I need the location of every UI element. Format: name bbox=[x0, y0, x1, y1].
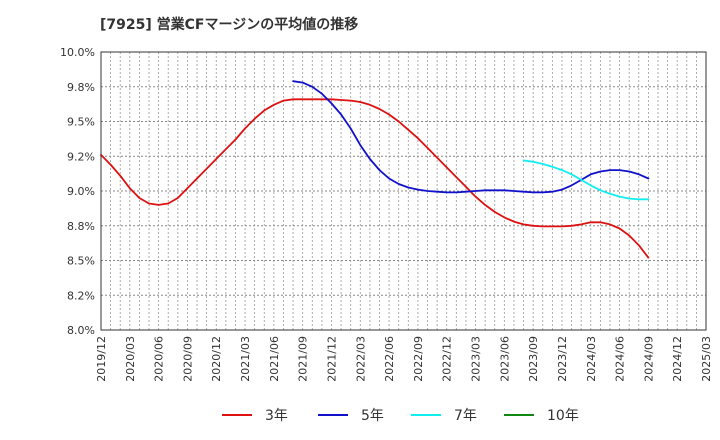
x-tick-label: 2023/09 bbox=[527, 336, 540, 382]
x-tick-label: 2021/03 bbox=[239, 336, 252, 382]
series-line-0 bbox=[100, 98, 650, 259]
series-lines bbox=[100, 80, 650, 259]
x-tick-label: 2022/12 bbox=[441, 336, 454, 382]
x-tick-label: 2022/03 bbox=[354, 336, 367, 382]
x-tick-label: 2024/03 bbox=[585, 336, 598, 382]
y-tick-label: 9.0% bbox=[67, 185, 95, 198]
x-tick-label: 2024/09 bbox=[642, 336, 655, 382]
y-tick-label: 8.5% bbox=[67, 255, 95, 268]
y-tick-label: 9.8% bbox=[67, 81, 95, 94]
legend-label-3: 10年 bbox=[547, 408, 579, 424]
chart-title: [7925] 営業CFマージンの平均値の推移 bbox=[100, 17, 359, 33]
y-tick-label: 9.5% bbox=[67, 116, 95, 129]
y-axis-ticks: 10.0% 9.8% 9.5% 9.2% 9.0% 8.8% 8.5% 8.2% 8.0% bbox=[60, 46, 95, 337]
x-tick-label: 2024/12 bbox=[671, 336, 684, 382]
x-tick-label: 2021/12 bbox=[325, 336, 338, 382]
y-tick-label: 8.2% bbox=[67, 289, 95, 302]
plot-area-border bbox=[100, 51, 707, 331]
y-tick-label: 9.2% bbox=[67, 150, 95, 163]
x-tick-label: 2021/06 bbox=[268, 336, 281, 382]
legend-label-2: 7年 bbox=[454, 408, 477, 424]
x-tick-label: 2020/09 bbox=[181, 336, 194, 382]
x-tick-label: 2024/06 bbox=[614, 336, 627, 382]
series-line-1 bbox=[292, 80, 650, 194]
x-axis-ticks: 2019/12 2020/03 2020/06 2020/09 2020/12 2021/… bbox=[95, 336, 713, 382]
plot-frame bbox=[100, 51, 707, 331]
legend-label-0: 3年 bbox=[265, 408, 288, 424]
x-tick-label: 2020/12 bbox=[210, 336, 223, 382]
x-tick-label: 2020/03 bbox=[124, 336, 137, 382]
x-tick-label: 2019/12 bbox=[95, 336, 108, 382]
grid bbox=[101, 52, 706, 330]
x-tick-label: 2023/12 bbox=[556, 336, 569, 382]
x-tick-label: 2025/03 bbox=[700, 336, 713, 382]
y-tick-label: 8.8% bbox=[67, 220, 95, 233]
legend-label-1: 5年 bbox=[361, 408, 384, 424]
x-tick-label: 2021/09 bbox=[297, 336, 310, 382]
x-tick-label: 2023/06 bbox=[498, 336, 511, 382]
x-tick-label: 2022/09 bbox=[412, 336, 425, 382]
series-line-2 bbox=[522, 159, 650, 201]
x-tick-label: 2020/06 bbox=[153, 336, 166, 382]
x-tick-label: 2022/06 bbox=[383, 336, 396, 382]
y-tick-label: 10.0% bbox=[60, 46, 95, 59]
x-tick-label: 2023/03 bbox=[470, 336, 483, 382]
legend: 3年 5年 7年 10年 bbox=[222, 408, 579, 424]
y-tick-label: 8.0% bbox=[67, 324, 95, 337]
